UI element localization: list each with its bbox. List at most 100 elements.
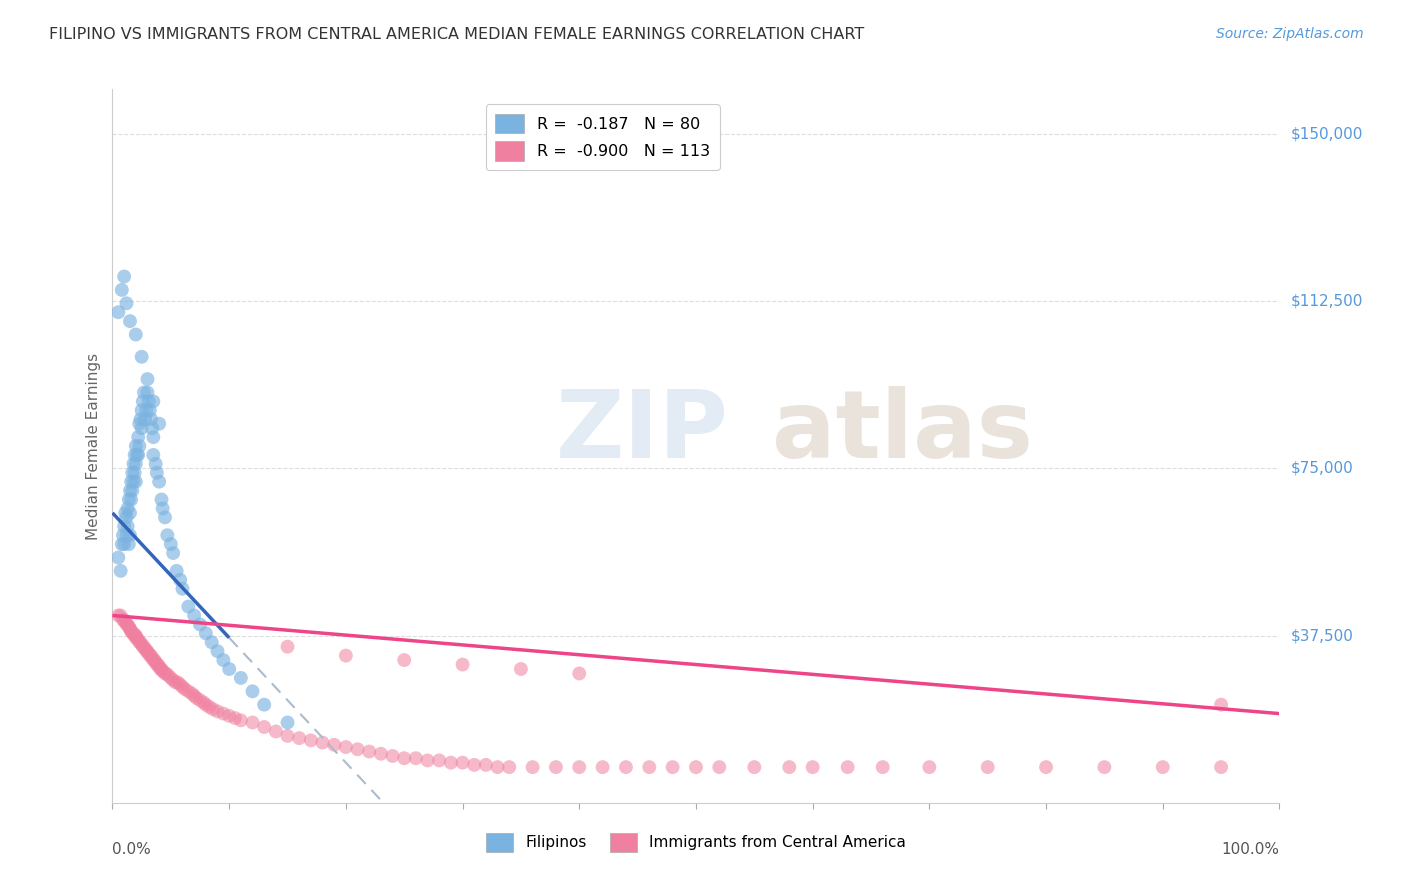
Point — [120, 624, 142, 639]
Point — [142, 653, 165, 667]
Point — [129, 635, 152, 649]
Text: $112,500: $112,500 — [1291, 293, 1362, 309]
Point — [440, 756, 463, 770]
Point — [142, 430, 165, 444]
Point — [139, 412, 162, 426]
Point — [142, 448, 165, 462]
Point — [194, 626, 217, 640]
Point — [1094, 760, 1116, 774]
Point — [139, 648, 162, 663]
Point — [138, 646, 160, 660]
Point — [121, 466, 143, 480]
Point — [172, 680, 194, 694]
Point — [183, 689, 205, 703]
Point — [335, 740, 357, 755]
Point — [131, 403, 153, 417]
Point — [162, 673, 184, 687]
Point — [145, 457, 167, 471]
Point — [153, 510, 176, 524]
Point — [193, 696, 215, 710]
Point — [149, 662, 172, 676]
Point — [136, 644, 159, 658]
Point — [107, 305, 129, 319]
Point — [475, 758, 498, 772]
Point — [242, 684, 264, 698]
Point — [1152, 760, 1174, 774]
Point — [136, 372, 159, 386]
Point — [801, 760, 824, 774]
Point — [132, 394, 155, 409]
Point — [614, 760, 637, 774]
Point — [177, 599, 200, 614]
Point — [135, 644, 157, 658]
Point — [427, 753, 450, 767]
Point — [125, 439, 148, 453]
Point — [335, 648, 357, 663]
Point — [359, 744, 381, 758]
Point — [394, 751, 416, 765]
Point — [112, 269, 135, 284]
Point — [744, 760, 766, 774]
Point — [148, 660, 170, 674]
Point — [253, 720, 276, 734]
Point — [544, 760, 567, 774]
Point — [120, 492, 142, 507]
Point — [127, 430, 149, 444]
Text: 0.0%: 0.0% — [112, 842, 152, 857]
Point — [1209, 760, 1232, 774]
Point — [112, 519, 135, 533]
Point — [118, 528, 141, 542]
Point — [111, 283, 134, 297]
Point — [124, 628, 146, 642]
Point — [135, 403, 157, 417]
Point — [918, 760, 941, 774]
Point — [311, 735, 333, 749]
Point — [148, 475, 170, 489]
Point — [180, 687, 202, 701]
Text: Source: ZipAtlas.com: Source: ZipAtlas.com — [1216, 27, 1364, 41]
Point — [125, 448, 148, 462]
Point — [498, 760, 520, 774]
Text: ZIP: ZIP — [555, 385, 728, 478]
Point — [139, 403, 162, 417]
Point — [118, 314, 141, 328]
Point — [276, 640, 298, 654]
Point — [186, 690, 208, 705]
Point — [121, 626, 143, 640]
Point — [568, 760, 591, 774]
Point — [136, 385, 159, 400]
Point — [115, 617, 138, 632]
Point — [129, 412, 152, 426]
Point — [132, 385, 155, 400]
Point — [118, 492, 141, 507]
Text: 100.0%: 100.0% — [1222, 842, 1279, 857]
Point — [638, 760, 661, 774]
Point — [207, 705, 229, 719]
Point — [132, 640, 155, 654]
Point — [169, 678, 191, 692]
Point — [131, 637, 153, 651]
Point — [299, 733, 322, 747]
Point — [188, 693, 211, 707]
Point — [173, 681, 195, 696]
Point — [346, 742, 368, 756]
Point — [117, 501, 139, 516]
Point — [323, 738, 346, 752]
Point — [183, 608, 205, 623]
Point — [128, 417, 150, 431]
Point — [224, 711, 246, 725]
Point — [112, 613, 135, 627]
Point — [837, 760, 859, 774]
Point — [370, 747, 392, 761]
Point — [127, 448, 149, 462]
Point — [212, 653, 235, 667]
Point — [872, 760, 894, 774]
Point — [111, 613, 134, 627]
Point — [194, 698, 217, 712]
Point — [148, 417, 170, 431]
Point — [115, 528, 138, 542]
Point — [125, 475, 148, 489]
Point — [709, 760, 731, 774]
Point — [142, 394, 165, 409]
Point — [218, 662, 240, 676]
